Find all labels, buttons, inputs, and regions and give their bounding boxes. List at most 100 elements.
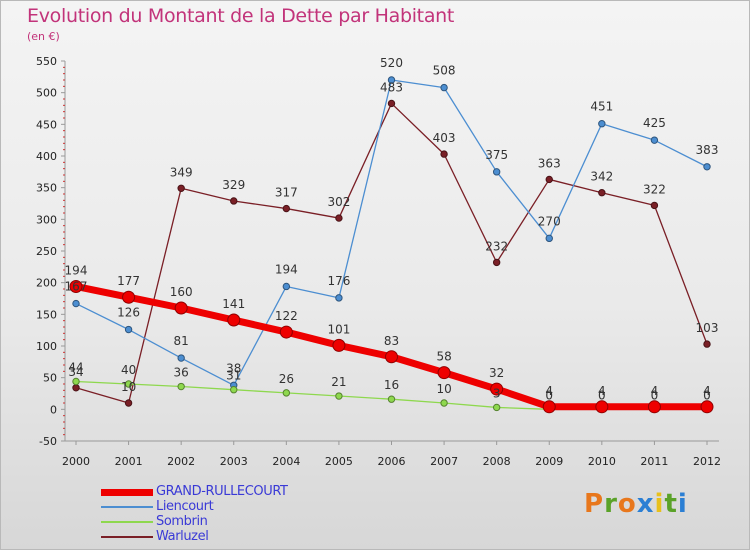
data-point-liencourt <box>650 136 659 144</box>
y-tick-label: 300 <box>36 213 57 226</box>
data-label-grand-rullecourt: 32 <box>489 366 504 380</box>
data-label-sombrin: 21 <box>331 375 346 389</box>
data-point-grand-rullecourt <box>174 301 188 315</box>
data-label-liencourt: 176 <box>327 274 350 288</box>
data-label-warluzel: 403 <box>433 131 456 145</box>
data-point-warluzel <box>335 214 343 222</box>
data-label-liencourt: 167 <box>65 280 88 294</box>
data-point-sombrin <box>282 389 291 397</box>
data-point-sombrin <box>230 386 238 394</box>
data-label-liencourt: 375 <box>485 148 508 162</box>
data-point-grand-rullecourt <box>227 313 241 327</box>
x-tick-label: 2006 <box>378 455 406 468</box>
data-label-warluzel: 34 <box>68 365 83 379</box>
y-tick-label: 150 <box>36 308 57 321</box>
data-point-grand-rullecourt <box>490 382 504 396</box>
x-tick-label: 2012 <box>693 455 721 468</box>
x-tick-label: 2005 <box>325 455 353 468</box>
data-label-grand-rullecourt: 101 <box>327 322 350 336</box>
data-point-warluzel <box>650 201 659 210</box>
x-tick-label: 2003 <box>220 455 248 468</box>
y-tick-label: 550 <box>36 55 57 68</box>
data-label-warluzel: 10 <box>121 380 136 394</box>
data-point-sombrin <box>335 392 343 400</box>
data-label-warluzel: 103 <box>696 321 719 335</box>
data-label-sombrin: 16 <box>384 378 399 392</box>
y-tick-label: 350 <box>36 182 57 195</box>
brand-letter: t <box>664 489 678 519</box>
data-point-liencourt <box>387 76 396 84</box>
data-label-liencourt: 194 <box>275 262 298 276</box>
y-tick-label: -50 <box>39 435 57 448</box>
legend: GRAND-RULLECOURT Liencourt Sombrin Warluzel <box>101 484 361 544</box>
data-point-warluzel <box>545 175 553 184</box>
legend-swatch-warluzel <box>101 536 153 538</box>
legend-label-warluzel: Warluzel <box>156 529 209 544</box>
data-label-warluzel: 322 <box>643 182 666 196</box>
data-label-liencourt: 520 <box>380 56 403 70</box>
y-tick-label: 200 <box>36 277 57 290</box>
data-point-liencourt <box>492 168 501 176</box>
data-label-warluzel: 329 <box>222 178 245 192</box>
data-label-sombrin: 31 <box>226 369 241 383</box>
data-label-liencourt: 425 <box>643 116 666 130</box>
data-point-liencourt <box>124 325 133 334</box>
data-point-sombrin <box>440 399 448 407</box>
legend-label-liencourt: Liencourt <box>156 499 214 514</box>
x-tick-label: 2010 <box>588 455 616 468</box>
data-label-warluzel: 363 <box>538 156 561 170</box>
data-label-sombrin: 0 <box>703 388 711 402</box>
data-point-liencourt <box>335 294 343 302</box>
x-tick-label: 2000 <box>62 455 90 468</box>
data-label-grand-rullecourt: 4 <box>545 384 553 398</box>
data-point-liencourt <box>598 120 606 128</box>
data-label-liencourt: 81 <box>174 334 189 348</box>
data-point-sombrin <box>72 377 80 386</box>
x-tick-label: 2001 <box>115 455 143 468</box>
chart-subtitle: (en €) <box>27 30 60 43</box>
data-point-liencourt <box>545 234 553 243</box>
data-point-grand-rullecourt <box>647 400 661 414</box>
data-label-warluzel: 302 <box>327 195 350 209</box>
brand-letter: P <box>584 489 605 519</box>
legend-swatch-grand-rullecourt <box>101 489 153 496</box>
data-label-liencourt: 451 <box>590 100 613 114</box>
x-tick-label: 2002 <box>167 455 195 468</box>
data-point-warluzel <box>282 204 291 213</box>
data-point-grand-rullecourt <box>700 400 714 414</box>
data-point-sombrin <box>387 395 396 403</box>
data-point-grand-rullecourt <box>595 400 609 414</box>
data-point-grand-rullecourt <box>122 290 136 304</box>
data-label-grand-rullecourt: 194 <box>65 263 88 277</box>
chart-title: Evolution du Montant de la Dette par Hab… <box>27 5 455 27</box>
legend-label-grand-rullecourt: GRAND-RULLECOURT <box>156 484 288 499</box>
data-label-sombrin: 0 <box>598 388 606 402</box>
legend-item-liencourt: Liencourt <box>101 499 361 514</box>
y-tick-label: 0 <box>50 403 57 416</box>
data-point-sombrin <box>177 382 185 391</box>
legend-item-grand-rullecourt: GRAND-RULLECOURT <box>101 484 361 499</box>
data-point-grand-rullecourt <box>69 279 83 293</box>
data-label-warluzel: 317 <box>275 186 298 200</box>
legend-label-sombrin: Sombrin <box>156 514 208 529</box>
data-point-warluzel <box>177 184 185 193</box>
data-point-liencourt <box>177 354 185 362</box>
data-label-sombrin: 0 <box>651 388 659 402</box>
data-point-warluzel <box>230 197 238 205</box>
brand-letter: x <box>636 489 655 519</box>
y-tick-label: 450 <box>36 118 57 131</box>
brand-logo: Proxiti <box>584 489 688 519</box>
data-label-liencourt: 38 <box>226 361 241 375</box>
x-tick-label: 2011 <box>640 455 668 468</box>
data-point-sombrin <box>124 380 133 388</box>
data-label-grand-rullecourt: 122 <box>275 309 298 323</box>
data-point-liencourt <box>72 299 80 308</box>
data-label-warluzel: 349 <box>170 165 193 179</box>
data-label-grand-rullecourt: 160 <box>170 285 193 299</box>
x-tick-label: 2007 <box>430 455 458 468</box>
y-tick-label: 50 <box>43 372 57 385</box>
data-label-sombrin: 36 <box>174 366 189 380</box>
data-point-liencourt <box>440 83 448 92</box>
